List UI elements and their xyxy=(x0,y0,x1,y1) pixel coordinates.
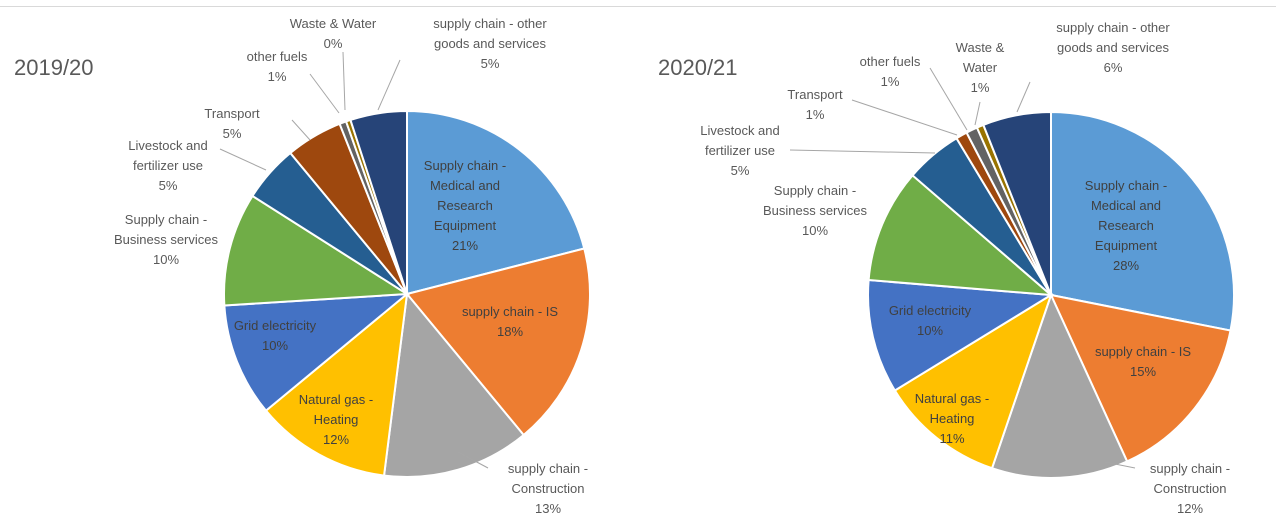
slice-label: Natural gas -Heating 11% xyxy=(915,391,989,446)
pie-slice xyxy=(349,109,408,295)
pie-slice xyxy=(405,247,591,437)
slice-label: Transport 5% xyxy=(204,106,260,141)
slice-label: Supply chain -Medical and Research Equipme… xyxy=(424,158,506,253)
top-border xyxy=(0,6,1276,7)
slice-label: Supply chain -Medical and Research Equipme… xyxy=(1085,178,1167,273)
leader-line xyxy=(1104,461,1136,469)
chart-title: 2020/21 xyxy=(658,55,738,80)
pie-slice xyxy=(893,292,1053,470)
slice-label: Supply chain -Business services 10% xyxy=(114,212,219,267)
pie-chart-0: 2019/20 Supply chain -Medical and Research… xyxy=(14,16,591,516)
pie-slice xyxy=(223,194,411,307)
leader-line xyxy=(929,67,968,131)
leader-line xyxy=(1016,81,1031,113)
slice-label: Natural gas -Heating 12% xyxy=(299,392,373,447)
slice-label: supply chain -Construction 13% xyxy=(508,461,588,516)
slice-label: Waste & Water 0% xyxy=(290,16,377,51)
slice-label: supply chain - other goods and services 5% xyxy=(433,16,547,71)
leader-line xyxy=(309,73,340,114)
leader-line xyxy=(457,451,489,469)
slice-label: supply chain -Construction 12% xyxy=(1150,461,1230,516)
slice-label: Transport 1% xyxy=(787,87,843,122)
slice-label: Grid electricity 10% xyxy=(234,318,317,353)
slice-label: Supply chain -Business services 10% xyxy=(763,183,868,238)
leader-line xyxy=(291,119,311,141)
leader-line xyxy=(974,101,981,126)
pie-slice xyxy=(867,173,1054,297)
slice-label: supply chain - other goods and services 6% xyxy=(1056,20,1170,75)
slice-label: other fuels 1% xyxy=(247,49,308,84)
leader-line xyxy=(851,99,958,136)
leader-line xyxy=(219,148,267,171)
slice-label: supply chain - IS 18% xyxy=(462,304,558,339)
pie-slice xyxy=(867,278,1055,392)
pie-slice xyxy=(223,292,411,413)
slice-label: other fuels 1% xyxy=(860,54,921,89)
leader-line xyxy=(342,51,346,111)
pie-slice xyxy=(382,291,526,478)
chart-title: 2019/20 xyxy=(14,55,94,80)
pie-slice xyxy=(1049,293,1232,463)
pie-slice xyxy=(1050,110,1235,332)
pie-slice xyxy=(406,109,586,296)
slice-label: supply chain - IS 15% xyxy=(1095,344,1191,379)
pie-slice xyxy=(982,110,1052,296)
pie-chart-1: 2020/21 Supply chain -Medical and Research… xyxy=(658,20,1235,516)
pie-slice xyxy=(264,291,409,477)
leader-line xyxy=(377,59,401,111)
slice-label: Livestock and fertilizer use 5% xyxy=(128,138,208,193)
slice-label: Waste & Water 1% xyxy=(956,40,1005,95)
slice-label: Livestock and fertilizer use 5% xyxy=(700,123,780,178)
leader-line xyxy=(789,149,936,154)
slice-label: Grid electricity 10% xyxy=(889,303,972,338)
